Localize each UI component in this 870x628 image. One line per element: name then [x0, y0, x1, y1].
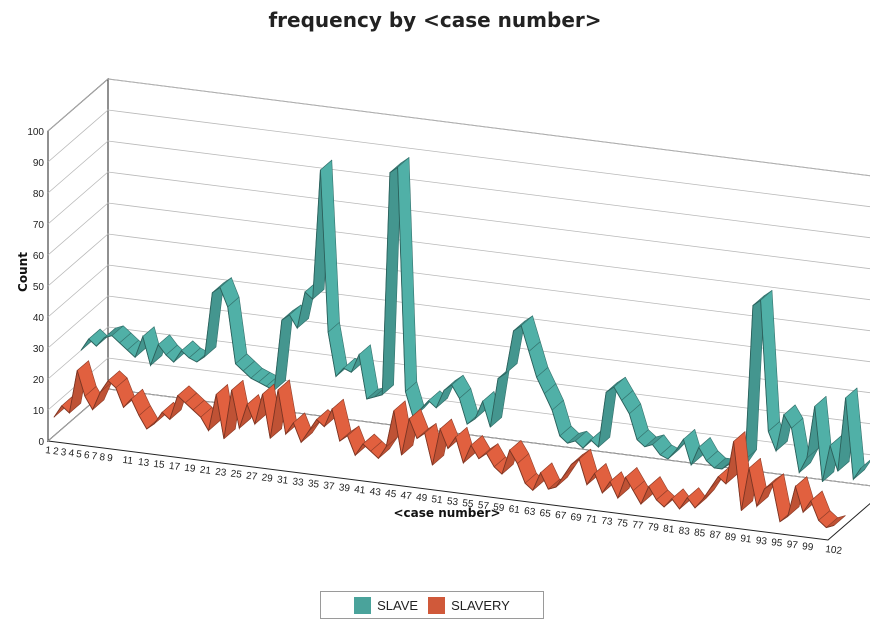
x-tick-label: 31: [276, 474, 289, 486]
x-tick-label: 97: [786, 539, 799, 551]
x-tick-label: 19: [184, 463, 197, 475]
x-tick-label: 89: [724, 531, 737, 543]
x-tick-label: 79: [647, 522, 660, 534]
legend-label-slave: SLAVE: [377, 597, 419, 613]
x-tick-label: 81: [662, 523, 675, 535]
gridline: [47, 171, 870, 270]
gridline: [47, 357, 870, 456]
x-tick-label: 75: [616, 518, 629, 530]
x-tick-label: 65: [539, 508, 552, 520]
x-tick-label: 45: [384, 488, 397, 500]
y-tick-label: 10: [33, 406, 45, 417]
x-tick-label: 93: [755, 535, 768, 547]
x-tick-label: 8: [99, 452, 106, 464]
x-tick-label: 25: [230, 469, 243, 481]
x-tick-label: 6: [83, 450, 90, 462]
y-tick-label: 60: [33, 251, 45, 262]
x-tick-label: 27: [245, 471, 258, 483]
x-tick-label: 23: [215, 467, 228, 479]
y-tick-label: 20: [33, 375, 45, 386]
legend-swatch-slave: [354, 596, 372, 614]
series-ribbons: [53, 157, 870, 529]
legend-swatch-slavery: [428, 596, 446, 614]
y-axis-ticks: 0 10 20 30 40 50 60 70 80 90 100: [27, 127, 44, 448]
series-line: [53, 370, 835, 529]
x-tick-label: 5: [76, 449, 83, 461]
x-tick-label: 3: [60, 447, 67, 459]
x-tick-label: 7: [91, 451, 98, 463]
legend-item-slave[interactable]: SLAVE: [354, 596, 419, 614]
legend-label-slavery: SLAVERY: [451, 597, 510, 613]
x-tick-label: 35: [307, 478, 320, 490]
x-tick-label: 67: [554, 510, 567, 522]
x-tick-label: 53: [446, 496, 459, 508]
gridline: [47, 264, 870, 363]
y-tick-label: 100: [27, 127, 44, 138]
gridline: [47, 295, 870, 394]
chart-title: frequency by <case number>: [268, 8, 602, 32]
y-tick-label: 70: [33, 220, 45, 231]
gridline: [47, 140, 870, 239]
x-tick-label: 2: [52, 446, 59, 458]
gridline: [47, 109, 870, 208]
y-tick-label: 40: [33, 313, 45, 324]
x-tick-label: 39: [338, 482, 351, 494]
y-axis-label: Count: [16, 252, 30, 292]
gridline: [47, 78, 870, 177]
x-tick-label: 63: [523, 506, 536, 518]
legend-item-slavery[interactable]: SLAVERY: [428, 596, 510, 614]
x-tick-label: 29: [261, 472, 274, 484]
x-tick-label: 9: [106, 453, 113, 465]
x-tick-label: 15: [153, 459, 166, 471]
x-tick-label: 59: [493, 502, 506, 514]
x-tick-label: 77: [632, 520, 645, 532]
x-axis-label: <case number>: [393, 506, 500, 520]
x-tick-label: 49: [415, 492, 428, 504]
gridline: [47, 202, 870, 301]
x-tick-label: 13: [137, 457, 150, 469]
x-tick-label: 95: [771, 537, 784, 549]
y-tick-label: 80: [33, 189, 45, 200]
y-tick-label: 0: [38, 437, 44, 448]
x-tick-label: 102: [825, 544, 843, 557]
x-tick-label: 99: [801, 541, 814, 553]
x-axis-ticks: 1 2 3 4 5 6 7 8 9 11 13 15 17 19 21 23 25 27 29 31 33 35 37 39 4…: [45, 445, 843, 557]
y-tick-label: 50: [33, 282, 45, 293]
x-tick-label: 17: [168, 461, 181, 473]
y-tick-label: 90: [33, 158, 45, 169]
x-tick-label: 71: [585, 514, 598, 526]
x-tick-label: 61: [508, 504, 521, 516]
y-tick-label: 30: [33, 344, 45, 355]
gridline: [47, 233, 870, 332]
x-tick-label: 85: [693, 527, 706, 539]
x-tick-label: 57: [477, 500, 490, 512]
x-tick-label: 43: [369, 486, 382, 498]
x-tick-label: 1: [45, 445, 52, 457]
legend: SLAVE SLAVERY: [320, 591, 544, 619]
x-tick-label: 21: [199, 465, 212, 477]
x-tick-label: 91: [740, 533, 753, 545]
series-slave: [80, 157, 870, 483]
series-slavery: [53, 360, 846, 529]
x-tick-label: 55: [462, 498, 475, 510]
x-tick-label: 41: [354, 484, 367, 496]
x-tick-label: 37: [323, 480, 336, 492]
x-tick-label: 33: [292, 476, 305, 488]
x-tick-label: 73: [601, 516, 614, 528]
x-tick-label: 47: [400, 490, 413, 502]
x-tick-label: 83: [678, 525, 691, 537]
x-tick-label: 4: [68, 448, 75, 460]
x-tick-label: 11: [122, 455, 134, 467]
x-tick-label: 87: [709, 529, 722, 541]
x-tick-label: 69: [570, 512, 583, 524]
x-tick-label: 51: [431, 494, 444, 506]
